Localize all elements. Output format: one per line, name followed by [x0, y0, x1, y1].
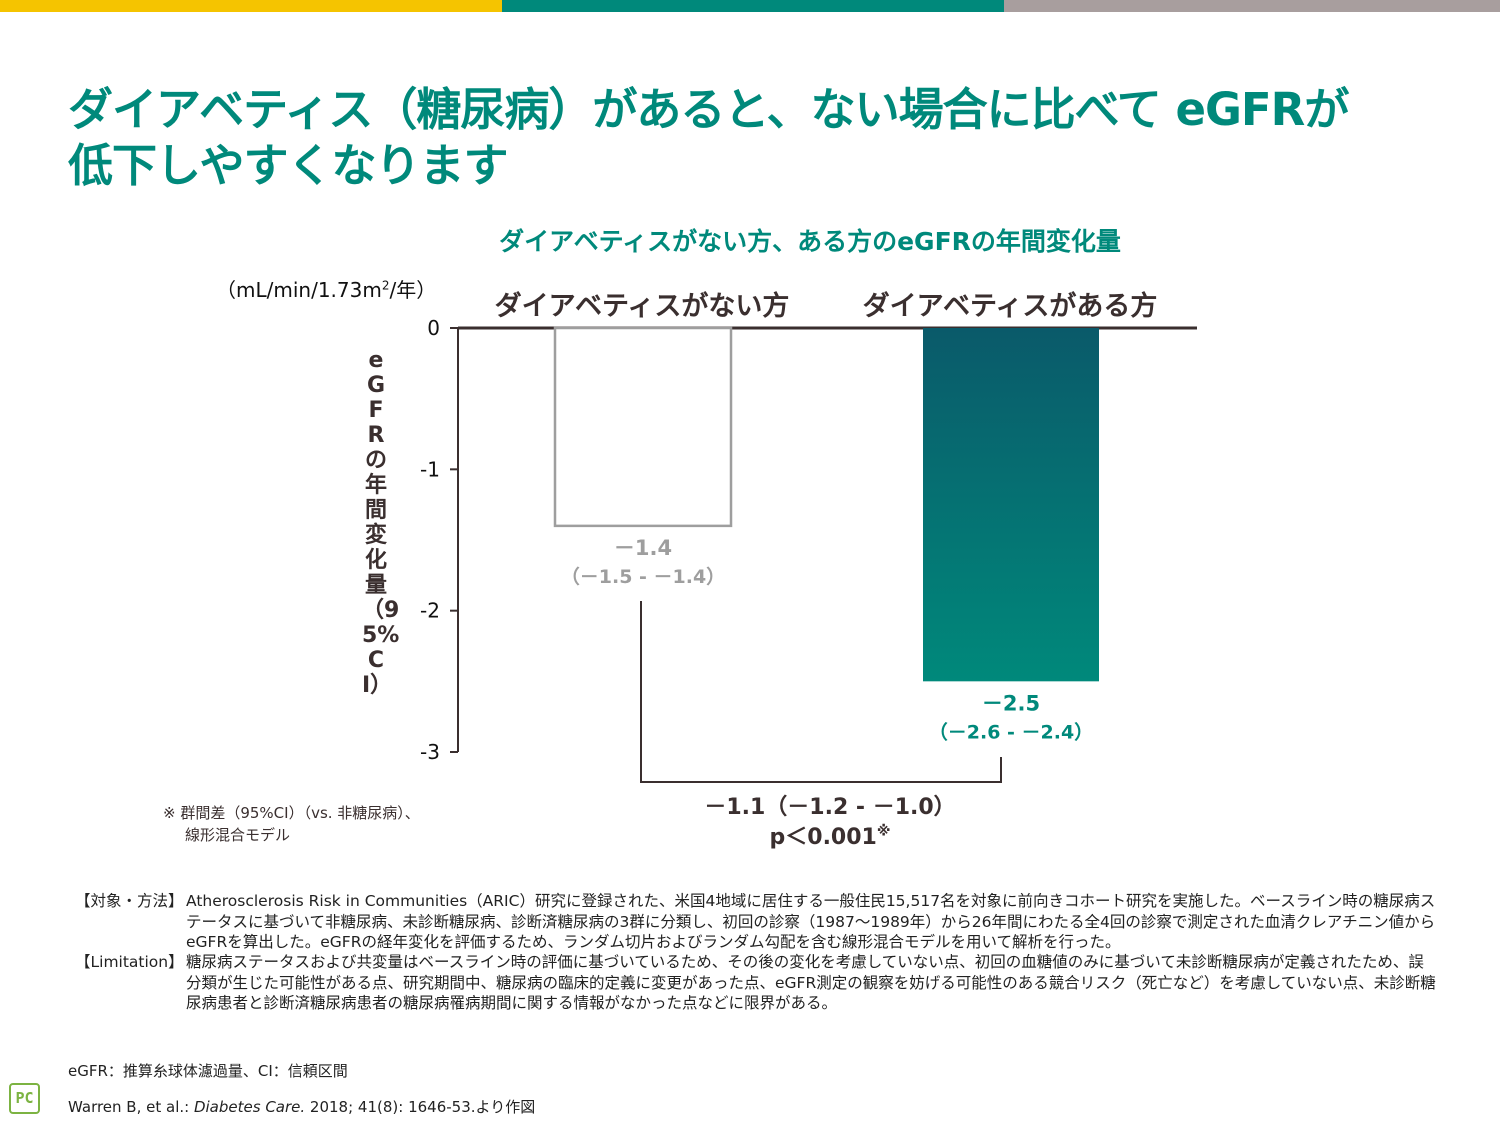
reference: Warren B, et al.: Diabetes Care. 2018; 4…	[68, 1098, 536, 1116]
value-label-0: －1.4	[614, 536, 672, 560]
ci-label-1: （－2.6 - －2.4）	[929, 720, 1093, 743]
y-axis-label: eGFRの年間変化量（95%CI）	[362, 348, 400, 698]
value-label-1: －2.5	[982, 691, 1040, 715]
y-axis-unit: （mL/min/1.73m2/年）	[216, 278, 437, 302]
ci-label-0: （－1.5 - －1.4）	[561, 565, 725, 588]
limitation-text: 糖尿病ステータスおよび共変量はベースライン時の評価に基づいているため、その後の変…	[186, 953, 1436, 1012]
y-tick-label: -2	[420, 599, 440, 623]
header-stripe-yellow	[0, 0, 502, 12]
page-title: ダイアベティス（糖尿病）があると、ない場合に比べて eGFRが低下しやすくなりま…	[68, 83, 1349, 192]
abbreviations: eGFR：推算糸球体濾過量、CI：信頼区間	[68, 1062, 348, 1080]
publisher-logo: PC	[9, 1083, 40, 1114]
difference-label: －1.1（－1.2 - －1.0）	[704, 795, 956, 820]
header-stripe-gray	[1004, 0, 1500, 12]
bar-1	[923, 328, 1099, 682]
p-value-label: p＜0.001※	[769, 823, 891, 850]
header-stripe-teal	[502, 0, 1004, 12]
category-label-no-diabetes: ダイアベティスがない方	[494, 291, 790, 322]
bar-0	[553, 326, 733, 528]
y-tick-label: 0	[427, 316, 440, 340]
methods-label: 【対象・方法】	[75, 892, 184, 910]
methods-text: Atherosclerosis Risk in Communities（ARIC…	[186, 892, 1436, 951]
chart-title: ダイアベティスがない方、ある方のeGFRの年間変化量	[499, 227, 1121, 256]
y-tick-label: -1	[420, 457, 440, 481]
limitation-label: 【Limitation】	[75, 953, 184, 971]
chart-footnote: ※ 群間差（95%CI）（vs. 非糖尿病）、 線形混合モデル	[163, 804, 420, 844]
category-label-diabetes: ダイアベティスがある方	[862, 291, 1158, 322]
y-tick-label: -3	[420, 740, 440, 764]
comparison-bracket	[640, 601, 1002, 783]
